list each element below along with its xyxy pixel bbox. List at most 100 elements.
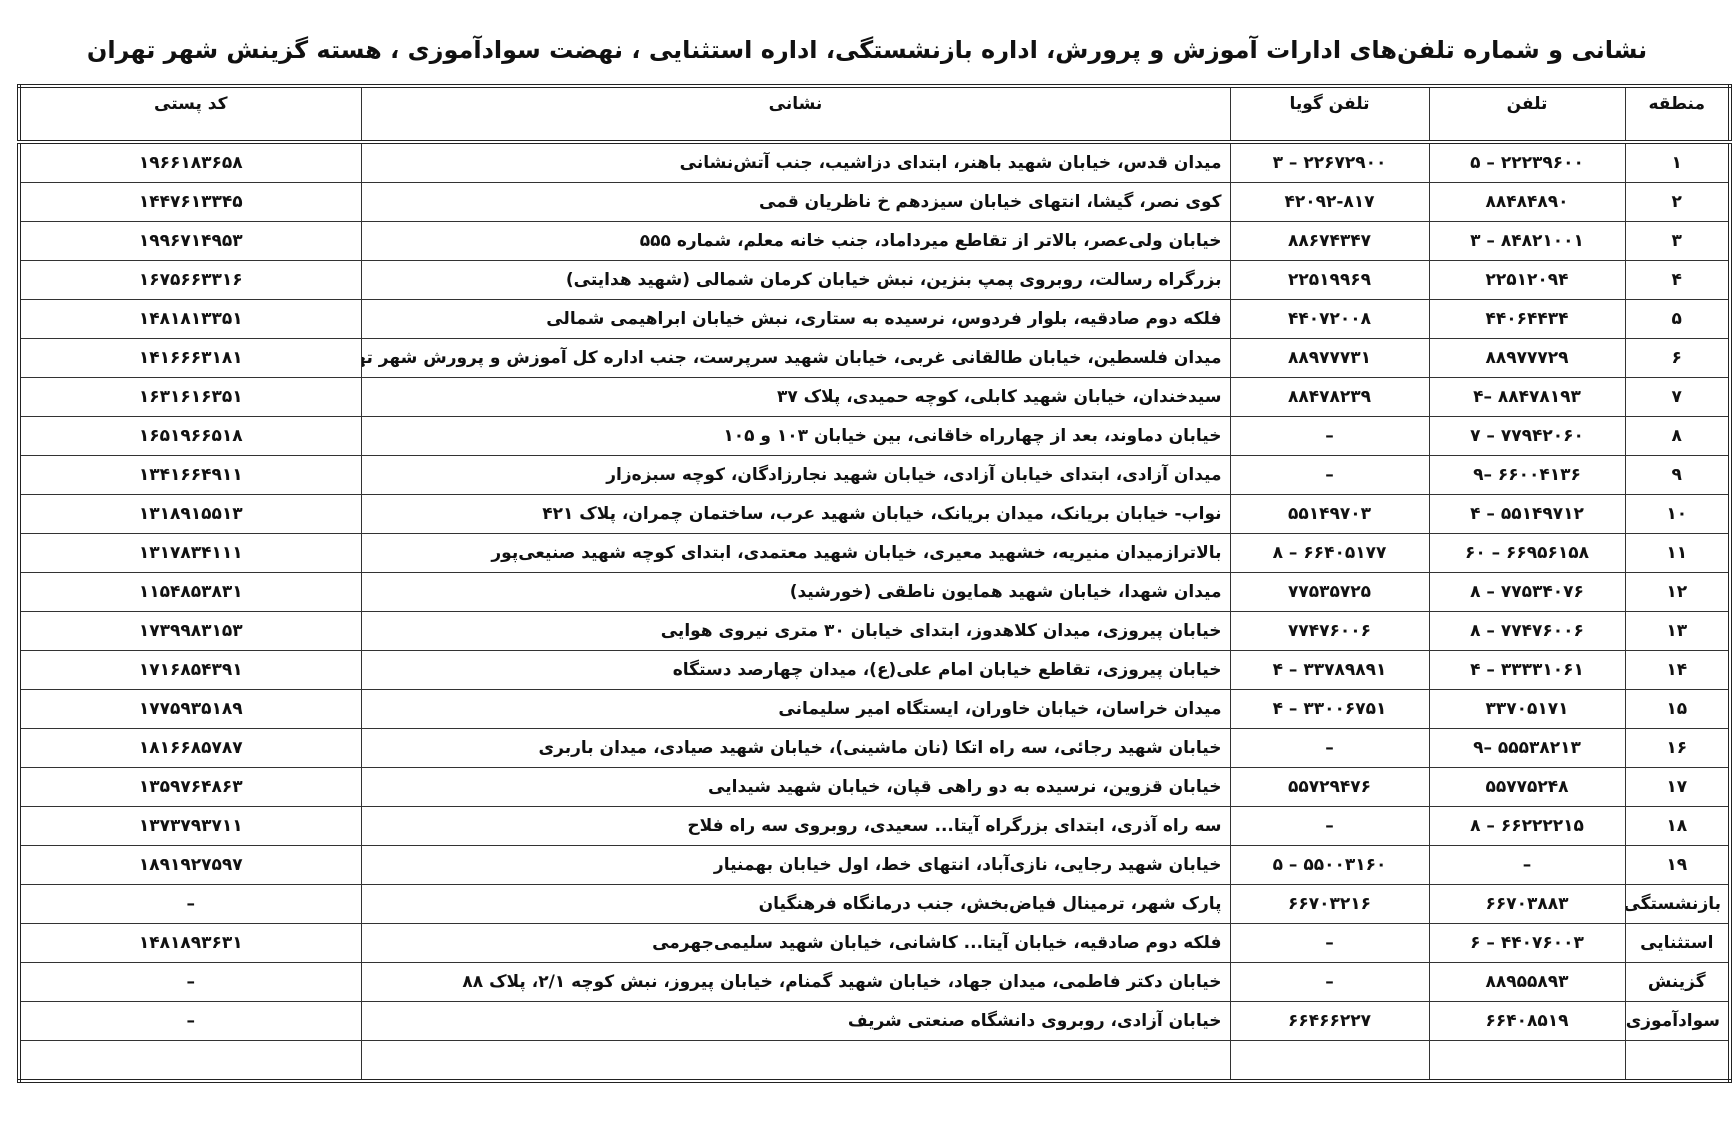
table-row: ۸ ۷۷۹۴۲۰۶۰ – ۷– خیابان دماوند، بعد از چهار… bbox=[18, 416, 1731, 456]
region-cell: ۱۴ bbox=[1624, 650, 1731, 690]
region-cell: گزینش bbox=[1624, 962, 1731, 1002]
column-header: تلفن bbox=[1428, 85, 1626, 144]
postal-code-cell: ۱۸۱۶۶۸۵۷۸۷ bbox=[18, 728, 362, 768]
table-row: ۱۷ ۵۵۷۷۵۲۴۸ ۵۵۷۲۹۴۷۶ خیابان قزوین، نرسیده ب… bbox=[18, 767, 1731, 807]
voice-phone-cell: ۴۴۰۷۲۰۰۸ bbox=[1229, 299, 1430, 339]
postal-code-cell: ۱۶۳۱۶۱۶۳۵۱ bbox=[18, 377, 362, 417]
table-row: ۱۰ ۵۵۱۴۹۷۱۲ – ۴ ۵۵۱۴۹۷۰۳ نواب- خیابان بریان… bbox=[18, 494, 1731, 534]
table-row: بازنشستگی ۶۶۷۰۳۸۸۳ ۶۶۷۰۳۲۱۶ پارک شهر، ترمین… bbox=[18, 884, 1731, 924]
postal-code-cell: ۱۳۵۹۷۶۴۸۶۳ bbox=[18, 767, 362, 807]
address-cell: خیابان قزوین، نرسیده به دو راهی قپان، خی… bbox=[360, 767, 1231, 807]
address-cell: بزرگراه رسالت، روبروی پمپ بنزین، نبش خیا… bbox=[360, 260, 1231, 300]
address-cell: فلکه دوم صادقیه، بلوار فردوس، نرسیده به … bbox=[360, 299, 1231, 339]
voice-phone-cell: ۲۲۶۷۲۹۰۰ – ۳ bbox=[1229, 141, 1430, 183]
postal-code-cell: ۱۸۹۱۹۲۷۵۹۷ bbox=[18, 845, 362, 885]
table-row: ۹ ۶۶۰۰۴۱۳۶ –۹– میدان آزادی، ابتدای خیابان … bbox=[18, 455, 1731, 495]
table-row: ۱۶ ۵۵۵۳۸۲۱۳ –۹– خیابان شهید رجائی، سه راه … bbox=[18, 728, 1731, 768]
header-row: منطقه تلفن تلفن گویا نشانی کد پستی bbox=[18, 85, 1731, 144]
phone-cell: ۷۷۴۷۶۰۰۶ – ۸ bbox=[1428, 611, 1626, 651]
address-cell: سیدخندان، خیابان شهید کابلی، کوچه حمیدی،… bbox=[360, 377, 1231, 417]
phone-cell: ۶۶۴۰۸۵۱۹ bbox=[1428, 1001, 1626, 1041]
postal-code-cell: ۱۷۱۶۸۵۴۳۹۱ bbox=[18, 650, 362, 690]
voice-phone-cell: ۸۸۹۷۷۷۳۱ bbox=[1229, 338, 1430, 378]
region-cell: ۱۸ bbox=[1624, 806, 1731, 846]
empty-cell bbox=[1229, 1040, 1430, 1082]
address-cell: خیابان پیروزی، تقاطع خیابان امام علی(ع)،… bbox=[360, 650, 1231, 690]
region-cell: ۱۳ bbox=[1624, 611, 1731, 651]
voice-phone-cell: ۵۵۰۰۳۱۶۰ – ۵ bbox=[1229, 845, 1430, 885]
voice-phone-cell: – bbox=[1229, 416, 1430, 456]
voice-phone-cell: ۵۵۱۴۹۷۰۳ bbox=[1229, 494, 1430, 534]
table-row: ۱۴ ۳۳۳۳۱۰۶۱ – ۴ ۳۳۷۸۹۸۹۱ – ۴ خیابان پیروزی،… bbox=[18, 650, 1731, 690]
address-cell: فلکه دوم صادقیه، خیابان آیتا... کاشانی، … bbox=[360, 923, 1231, 963]
phone-cell: ۳۳۷۰۵۱۷۱ bbox=[1428, 689, 1626, 729]
table-row: ۱ ۲۲۲۳۹۶۰۰ – ۵ ۲۲۶۷۲۹۰۰ – ۳ میدان قدس، خیاب… bbox=[18, 141, 1731, 183]
region-cell: ۱۲ bbox=[1624, 572, 1731, 612]
phone-cell: ۸۸۹۵۵۸۹۳ bbox=[1428, 962, 1626, 1002]
voice-phone-cell: ۸۸۴۷۸۲۳۹ bbox=[1229, 377, 1430, 417]
address-cell: خیابان شهید رجائی، سه راه اتکا (نان ماشی… bbox=[360, 728, 1231, 768]
region-cell: ۵ bbox=[1624, 299, 1731, 339]
address-cell: میدان شهدا، خیابان شهید همایون ناطقی (خو… bbox=[360, 572, 1231, 612]
region-cell: ۶ bbox=[1624, 338, 1731, 378]
table-row: گزینش ۸۸۹۵۵۸۹۳– خیابان دکتر فاطمی، میدان ج… bbox=[18, 962, 1731, 1002]
voice-phone-cell: ۶۶۴۶۶۲۲۷ bbox=[1229, 1001, 1430, 1041]
voice-phone-cell: ۸۸۶۷۴۳۴۷ bbox=[1229, 221, 1430, 261]
voice-phone-cell: ۴۲۰۹۲-۸۱۷ bbox=[1229, 182, 1430, 222]
phone-cell: ۷۷۹۴۲۰۶۰ – ۷ bbox=[1428, 416, 1626, 456]
address-cell: میدان قدس، خیابان شهید باهنر، ابتدای دزا… bbox=[360, 141, 1231, 183]
voice-phone-cell: ۷۷۴۷۶۰۰۶ bbox=[1229, 611, 1430, 651]
table-row: ۱۹–۵۵۰۰۳۱۶۰ – ۵ خیابان شهید رجایی، نازی‌آ… bbox=[18, 845, 1731, 885]
postal-code-cell: ۱۶۵۱۹۶۶۵۱۸ bbox=[18, 416, 362, 456]
phone-cell: ۶۶۹۵۶۱۵۸ – ۶۰ bbox=[1428, 533, 1626, 573]
table-row: ۱۵ ۳۳۷۰۵۱۷۱ ۳۳۰۰۶۷۵۱ – ۴ میدان خراسان، خیاب… bbox=[18, 689, 1731, 729]
phone-cell: ۵۵۵۳۸۲۱۳ –۹ bbox=[1428, 728, 1626, 768]
address-cell: میدان فلسطین، خیابان طالقانی غربی، خیابا… bbox=[360, 338, 1231, 378]
region-cell: ۱۰ bbox=[1624, 494, 1731, 534]
address-cell: خیابان شهید رجایی، نازی‌آباد، انتهای خط،… bbox=[360, 845, 1231, 885]
region-cell: ۸ bbox=[1624, 416, 1731, 456]
phone-cell: ۶۶۰۰۴۱۳۶ –۹ bbox=[1428, 455, 1626, 495]
table-row: ۶ ۸۸۹۷۷۷۲۹ ۸۸۹۷۷۷۳۱ میدان فلسطین، خیابان طا… bbox=[18, 338, 1731, 378]
address-table: منطقه تلفن تلفن گویا نشانی کد پستی ۱ ۲۲۲۳۹۶۰۰… bbox=[17, 84, 1732, 1083]
phone-cell: ۷۷۵۳۴۰۷۶ – ۸ bbox=[1428, 572, 1626, 612]
column-header: نشانی bbox=[360, 85, 1231, 144]
column-header: تلفن گویا bbox=[1229, 85, 1430, 144]
postal-code-cell: ۱۳۱۸۹۱۵۵۱۳ bbox=[18, 494, 362, 534]
postal-code-cell: ۱۱۵۴۸۵۳۸۳۱ bbox=[18, 572, 362, 612]
voice-phone-cell: – bbox=[1229, 923, 1430, 963]
voice-phone-cell: ۳۳۰۰۶۷۵۱ – ۴ bbox=[1229, 689, 1430, 729]
region-cell: ۱۶ bbox=[1624, 728, 1731, 768]
region-cell: استثنایی bbox=[1624, 923, 1731, 963]
empty-cell bbox=[1624, 1040, 1731, 1082]
address-cell: خیابان پیروزی، میدان کلاهدوز، ابتدای خیا… bbox=[360, 611, 1231, 651]
phone-cell: ۸۴۸۲۱۰۰۱ – ۳ bbox=[1428, 221, 1626, 261]
region-cell: ۳ bbox=[1624, 221, 1731, 261]
table-row: سوادآموزی ۶۶۴۰۸۵۱۹ ۶۶۴۶۶۲۲۷ خیابان آزادی، ر… bbox=[18, 1001, 1731, 1041]
postal-code-cell: ۱۴۴۷۶۱۳۳۴۵ bbox=[18, 182, 362, 222]
address-cell: پارک شهر، ترمینال فیاض‌بخش، جنب درمانگاه… bbox=[360, 884, 1231, 924]
empty-row bbox=[18, 1040, 1731, 1082]
voice-phone-cell: ۲۲۵۱۹۹۶۹ bbox=[1229, 260, 1430, 300]
phone-cell: ۶۶۲۲۲۲۱۵ – ۸ bbox=[1428, 806, 1626, 846]
region-cell: ۴ bbox=[1624, 260, 1731, 300]
region-cell: ۹ bbox=[1624, 455, 1731, 495]
table-body: ۱ ۲۲۲۳۹۶۰۰ – ۵ ۲۲۶۷۲۹۰۰ – ۳ میدان قدس، خیاب… bbox=[18, 141, 1731, 1082]
empty-cell bbox=[18, 1040, 362, 1082]
phone-cell: ۳۳۳۳۱۰۶۱ – ۴ bbox=[1428, 650, 1626, 690]
region-cell: ۲ bbox=[1624, 182, 1731, 222]
table-row: ۱۱ ۶۶۹۵۶۱۵۸ – ۶۰ ۶۶۴۰۵۱۷۷ – ۸ بالاترازمیدان… bbox=[18, 533, 1731, 573]
address-cell: میدان خراسان، خیابان خاوران، ایستگاه امی… bbox=[360, 689, 1231, 729]
voice-phone-cell: – bbox=[1229, 455, 1430, 495]
table-row: ۷ ۸۸۴۷۸۱۹۳ –۴ ۸۸۴۷۸۲۳۹ سیدخندان، خیابان شهی… bbox=[18, 377, 1731, 417]
column-header: کد پستی bbox=[18, 85, 362, 144]
region-cell: ۱۹ bbox=[1624, 845, 1731, 885]
document-title: نشانی و شماره تلفن‌های ادارات آموزش و پر… bbox=[86, 36, 1648, 64]
postal-code-cell: ۱۴۸۱۸۱۳۳۵۱ bbox=[18, 299, 362, 339]
phone-cell: ۴۴۰۶۴۴۳۴ bbox=[1428, 299, 1626, 339]
address-cell: خیابان آزادی، روبروی دانشگاه صنعتی شریف bbox=[360, 1001, 1231, 1041]
table-row: استثنایی ۴۴۰۷۶۰۰۳ – ۶– فلکه دوم صادقیه، خی… bbox=[18, 923, 1731, 963]
phone-cell: ۵۵۱۴۹۷۱۲ – ۴ bbox=[1428, 494, 1626, 534]
column-header: منطقه bbox=[1624, 85, 1731, 144]
